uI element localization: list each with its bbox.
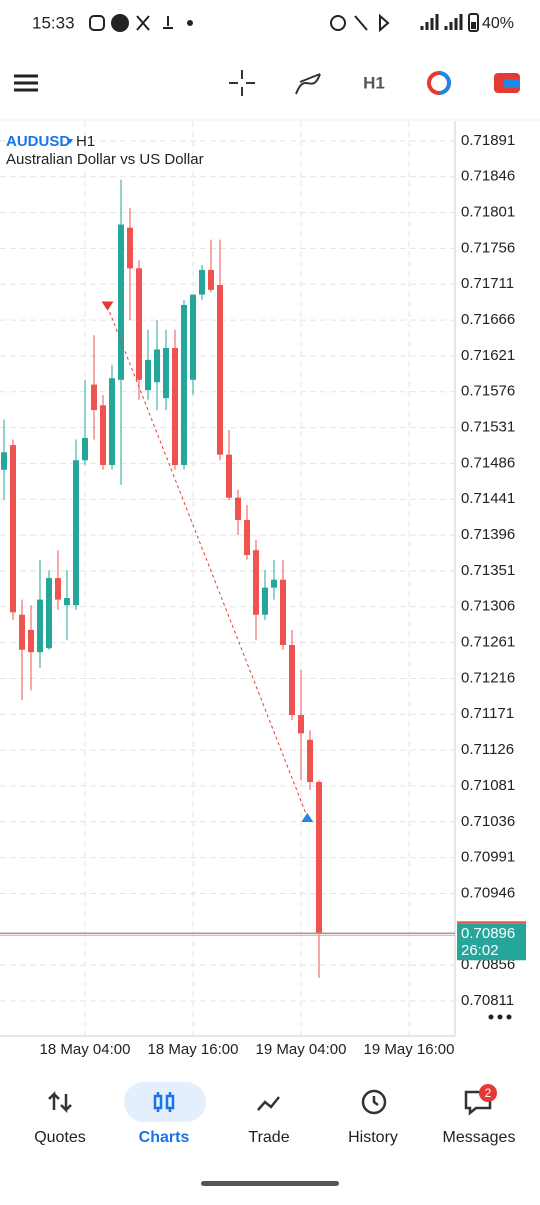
chart-timeframe: H1 [76, 133, 95, 150]
symbol-dropdown[interactable] [67, 139, 73, 144]
x-tick-label: 19 May 16:00 [364, 1041, 455, 1058]
y-tick-label: 0.71261 [461, 634, 515, 651]
nav-bar: Quotes Charts Trade History Messages [34, 1129, 515, 1146]
candle-body [73, 460, 79, 606]
candle-body [172, 347, 178, 466]
y-tick-label: 0.71891 [461, 132, 515, 149]
candle-body [199, 269, 205, 295]
y-tick-label: 0.71531 [461, 419, 515, 436]
candle-body [208, 269, 214, 290]
y-tick-label: 0.70856 [461, 956, 515, 973]
symbol-description: Australian Dollar vs US Dollar [6, 151, 204, 168]
x-tick-label: 19 May 04:00 [256, 1041, 347, 1058]
y-tick-label: 0.71396 [461, 526, 515, 543]
crosshair-button[interactable] [229, 70, 255, 96]
candle-body [1, 452, 7, 470]
candle-body [244, 519, 250, 556]
y-tick-label: 0.71216 [461, 669, 515, 686]
y-tick-label: 0.71801 [461, 204, 515, 221]
candle-body [136, 268, 142, 380]
y-tick-label: 0.71441 [461, 490, 515, 507]
badge [479, 1084, 497, 1102]
y-tick-label: 0.71351 [461, 562, 515, 579]
candle-body [118, 224, 124, 380]
more-dots[interactable] [488, 1014, 512, 1020]
y-tick-label: 0.71576 [461, 383, 515, 400]
candle-body [253, 550, 259, 615]
chart: 0.71891 0.71846 0.71801 0.71756 0.71711 0.716… [0, 121, 526, 1058]
y-tick-label: 0.70991 [461, 849, 515, 866]
candle-body [55, 578, 61, 600]
y-tick-label: 0.71081 [461, 777, 515, 794]
price-tag-top [457, 921, 526, 924]
candle-body [19, 614, 25, 650]
indicators-button[interactable] [295, 73, 321, 95]
candle-body [28, 629, 34, 653]
status-time: 15:33 [32, 13, 75, 32]
candle-body [190, 294, 196, 380]
nav-item[interactable]: Charts [139, 1129, 190, 1146]
candle-body [127, 227, 133, 269]
current-price: 0.70896 [461, 925, 515, 942]
candle-body [298, 715, 304, 734]
candle-body [37, 599, 43, 653]
candle-body [163, 347, 169, 399]
buy-marker [301, 813, 314, 823]
candle-body [154, 349, 160, 383]
y-tick-label: 0.71756 [461, 239, 515, 256]
objects-button[interactable] [427, 71, 451, 95]
candle-body [226, 454, 232, 498]
y-tick-label: 0.71711 [461, 275, 514, 292]
candle-body [82, 437, 88, 461]
nav-item[interactable]: History [348, 1129, 398, 1146]
trade-line [107, 306, 308, 818]
y-tick-label: 0.71486 [461, 454, 515, 471]
nav-item[interactable]: Messages [443, 1129, 516, 1146]
x-tick-label: 18 May 16:00 [148, 1041, 239, 1058]
nav-item[interactable]: Trade [248, 1129, 289, 1146]
symbol[interactable]: AUDUSD [6, 133, 70, 150]
candle-body [271, 579, 277, 588]
sell-marker [101, 301, 114, 311]
candle-body [217, 285, 223, 455]
candle-body [10, 445, 16, 613]
y-tick-label: 0.71171 [461, 705, 514, 722]
candle-body [289, 644, 295, 716]
countdown: 26:02 [461, 942, 499, 959]
candle-body [181, 304, 187, 466]
badge-count: 2 [485, 1086, 492, 1100]
candle-body [235, 497, 241, 520]
candle-body [64, 598, 70, 606]
timeframe-button[interactable]: H1 [363, 73, 385, 92]
candle-body [109, 378, 115, 466]
y-tick-label: 0.70946 [461, 884, 515, 901]
candle-body [145, 359, 151, 391]
y-tick-label: 0.70811 [461, 992, 514, 1009]
candle-body [316, 781, 322, 934]
y-tick-label: 0.71306 [461, 598, 515, 615]
candle-body [100, 405, 106, 466]
candle-body [262, 587, 268, 615]
home-indicator [201, 1181, 339, 1186]
candle-body [280, 579, 286, 645]
menu-button[interactable] [14, 74, 38, 92]
x-tick-label: 18 May 04:00 [40, 1041, 131, 1058]
y-tick-label: 0.71666 [461, 311, 515, 328]
candle-body [91, 384, 97, 411]
y-tick-label: 0.71846 [461, 168, 515, 185]
candle-body [46, 578, 52, 649]
status-icons [89, 13, 479, 33]
active-tab-pill [124, 1082, 206, 1122]
y-tick-label: 0.71036 [461, 813, 515, 830]
battery-level: 40% [482, 15, 514, 32]
candle-body [307, 739, 313, 782]
y-tick-label: 0.71126 [461, 741, 514, 758]
nav-icons [48, 1089, 492, 1116]
y-tick-label: 0.71621 [461, 347, 515, 364]
price-tag [457, 923, 526, 961]
nav-item[interactable]: Quotes [34, 1129, 86, 1146]
trade-button[interactable] [494, 73, 520, 93]
